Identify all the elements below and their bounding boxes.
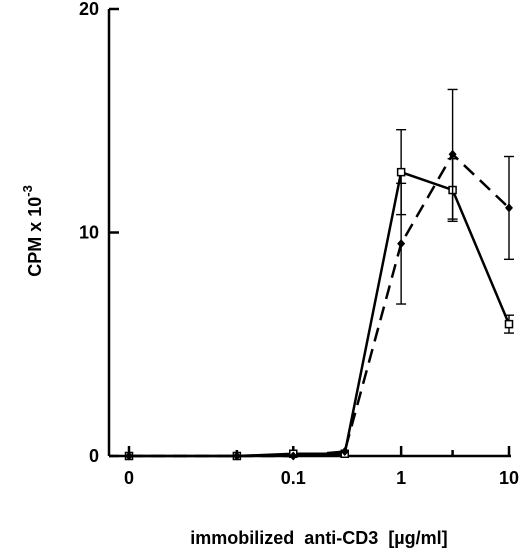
series-1 <box>124 128 514 461</box>
x-tick-label: 1 <box>396 468 406 488</box>
data-point <box>504 319 514 329</box>
y-axis-label: CPM x 10-3 <box>20 185 45 277</box>
y-tick-label: 20 <box>79 0 99 19</box>
x-axis-label: immobilized anti-CD3 [µg/ml] <box>190 528 447 548</box>
y-tick-label: 10 <box>79 223 99 243</box>
x-tick-label: 10 <box>499 468 519 488</box>
data-point <box>397 239 406 249</box>
data-point <box>448 149 457 159</box>
x-tick-label: 0.1 <box>281 468 306 488</box>
x-tick-label: 0 <box>124 468 134 488</box>
y-axis-label-exponent: -3 <box>20 185 35 197</box>
series-layer <box>124 88 514 461</box>
data-point <box>340 447 349 457</box>
y-axis-label-main: CPM x 10 <box>25 197 45 277</box>
data-point <box>125 451 133 461</box>
y-tick-label: 0 <box>89 446 99 466</box>
x-axis-ticks: 0 0.1 1 10 <box>124 446 519 488</box>
data-point <box>289 451 298 461</box>
data-point <box>396 167 406 177</box>
chart-axes <box>107 9 511 458</box>
y-axis-ticks: 0 10 20 <box>79 0 119 466</box>
series-2 <box>125 88 514 461</box>
data-point <box>232 451 241 461</box>
data-point <box>505 203 513 213</box>
